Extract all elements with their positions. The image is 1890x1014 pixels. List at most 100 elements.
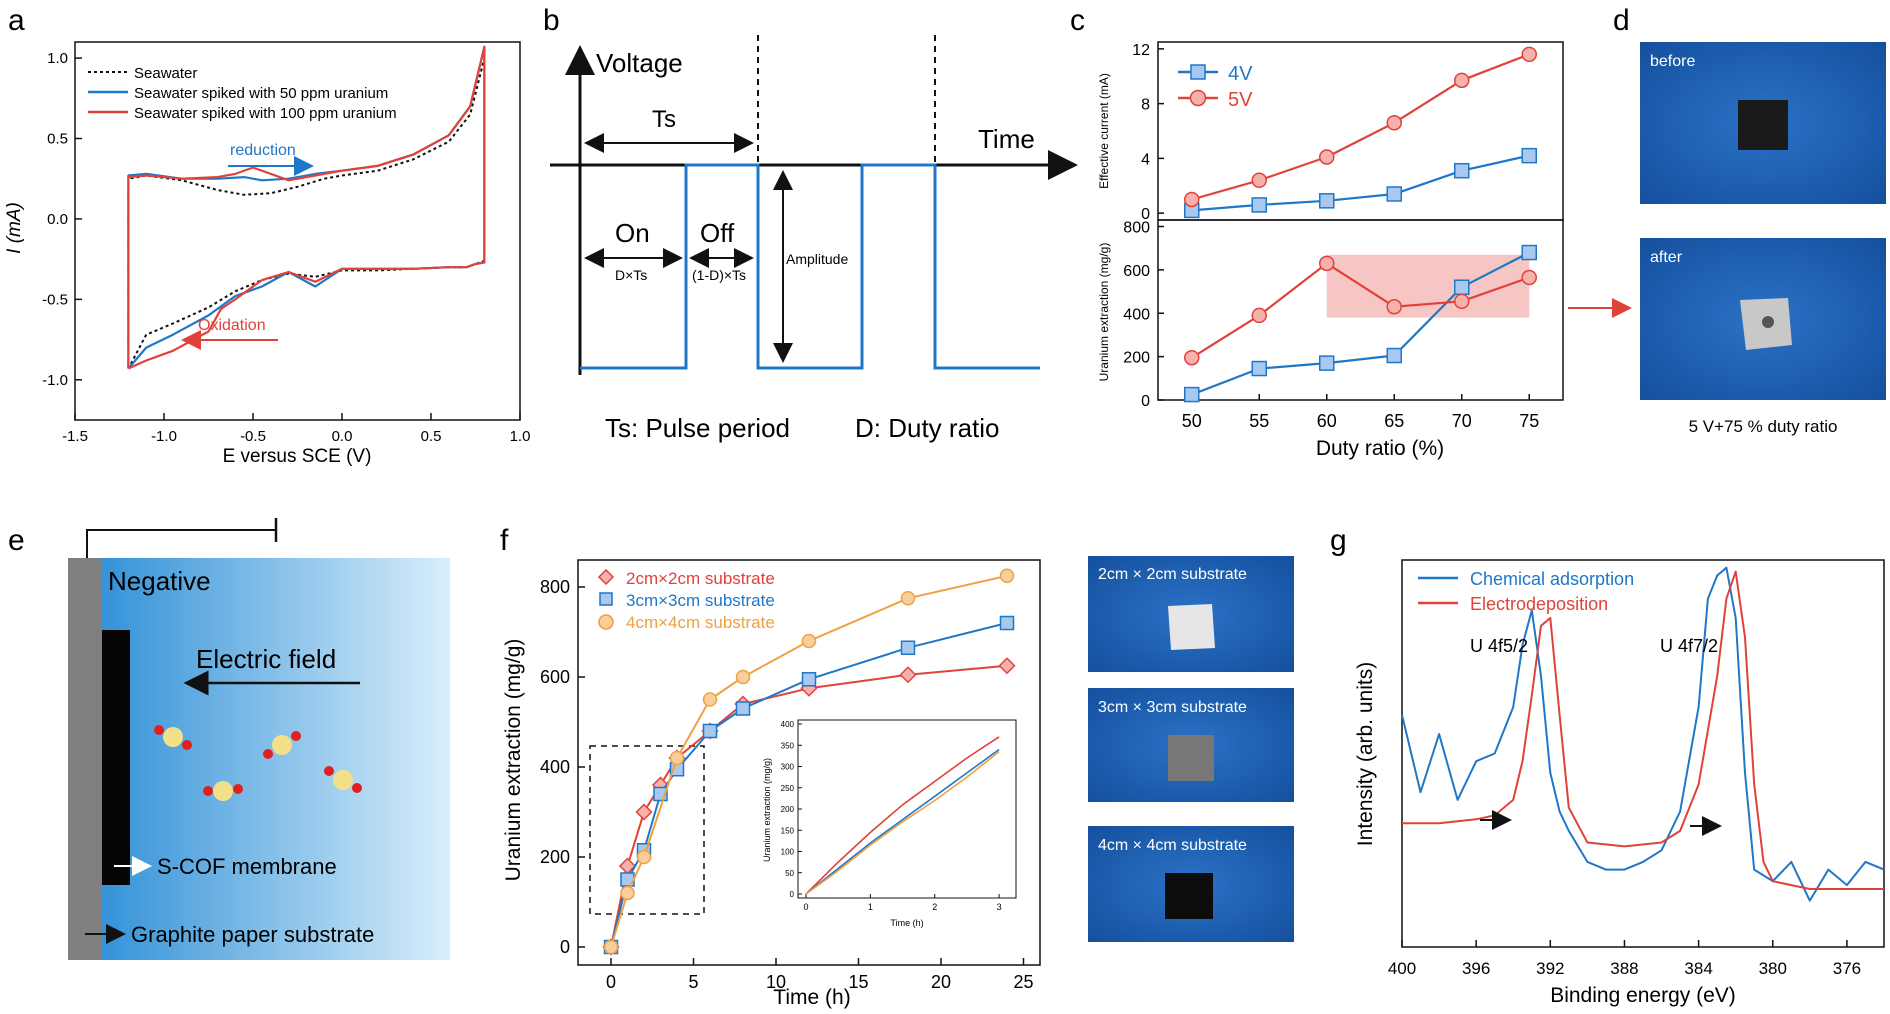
c-bottom-point [1454,293,1470,310]
c-bottom-ytick-label: 800 [1123,220,1150,237]
legend-marker-2cm [597,568,615,586]
f-xtick-label: 15 [848,972,868,992]
a-ytick-label: 0.5 [47,131,68,148]
c-top-point [1386,186,1402,202]
panel-f-xlabel: Time (h) [773,986,850,1009]
f-point [999,568,1015,583]
a-xtick-label: -0.5 [240,428,266,445]
panel-a-xlabel: E versus SCE (V) [223,446,372,467]
a-xtick-label: 0.0 [332,428,353,445]
panel-a-cv-plot: -1.5 -1.0 -0.5 0.0 0.5 1.0 1.0 0.5 0.0 -0.5 -1.0 E… [4,41,530,467]
f-ytick-label: 600 [540,667,570,687]
panel-c-top-ylabel: Effective current (mA) [1097,73,1111,189]
c-top-ytick-label: 0 [1141,206,1150,223]
f-point [702,723,718,739]
inset-xtick-label: 2 [932,902,937,912]
one-minus-dts-label: (1-D)×Ts [692,267,746,283]
c-bottom-point [1521,244,1537,261]
f-point [999,615,1015,631]
inset-xtick-label: 1 [868,902,873,912]
c-bottom-line-0 [1191,251,1530,396]
panel-a-ylabel: I (mA) [4,202,25,254]
c-bottom-ytick-label: 600 [1123,263,1150,280]
panel-letter-c: c [1070,4,1085,37]
g-line-1 [1402,570,1884,890]
panel-f-frame [577,559,1041,966]
f-point [620,885,635,901]
panel-letter-e: e [8,524,25,557]
legend-marker-4cm [598,614,614,630]
g-xtick-label: 388 [1610,959,1638,978]
f-point [735,701,751,716]
membrane-label: S-COF membrane [157,854,337,879]
c-bottom-line-1 [1191,262,1530,359]
c-top-point [1319,193,1335,209]
g-xtick-label: 380 [1759,959,1787,978]
panel-c-xlabel: Duty ratio (%) [1316,437,1444,460]
c-bottom-point [1184,386,1200,403]
c-bottom-point [1319,355,1335,371]
f-point [702,692,718,707]
c-bottom-point [1251,307,1267,324]
inset-ytick-label: 300 [781,763,795,772]
panel-g-frame [1401,559,1885,948]
g-xtick-label: 376 [1833,959,1861,978]
voltage-label: Voltage [596,48,683,78]
f-xtick-label: 10 [766,972,786,992]
legend-label-100ppm: Seawater spiked with 100 ppm uranium [134,105,397,122]
peak-label-4f52: U 4f5/2 [1470,636,1528,656]
c-top-point [1521,46,1537,63]
c-top-ytick-label: 8 [1141,97,1150,114]
c-bottom-point [1386,298,1402,315]
c-xtick-label: 75 [1519,411,1539,431]
f-ytick-label: 0 [560,937,570,957]
amplitude-label: Amplitude [786,251,848,267]
f-point [900,591,916,606]
inset-xtick-label: 0 [803,902,808,912]
substrate-label: Graphite paper substrate [131,922,374,947]
photo-4cm-label: 4cm × 4cm substrate [1098,837,1247,854]
inset-ytick-label: 150 [781,826,795,835]
c-bottom-point [1184,349,1200,366]
legend-label-4v: 4V [1228,63,1253,85]
photo-caption: 5 V+75 % duty ratio [1689,417,1838,436]
panel-letter-f: f [500,524,509,557]
inset-ytick-label: 350 [781,741,795,750]
panel-g-ylabel: Intensity (arb. units) [1354,662,1377,846]
f-ytick-label: 400 [540,757,570,777]
c-top-point [1319,149,1335,165]
g-xtick-label: 392 [1536,959,1564,978]
f-point [998,657,1016,675]
photo-2cm-sample [1168,604,1215,650]
time-label: Time [978,124,1035,154]
panel-c-bottom-frame [1157,219,1564,401]
f-point [669,750,685,766]
inset-ytick-label: 200 [781,805,795,814]
off-label: Off [700,218,735,248]
c-bottom-point [1319,255,1335,272]
graphite-paper-substrate [68,558,102,960]
f-point [636,849,652,865]
c-top-point [1386,115,1402,131]
inset-line-1 [805,748,1000,895]
f-line-1 [610,622,1008,948]
c-top-ytick-label: 12 [1132,42,1150,59]
legend-label-50ppm: Seawater spiked with 50 ppm uranium [134,85,388,102]
photo-before-label: before [1650,53,1695,70]
c-bottom-point [1251,360,1267,377]
on-label: On [615,218,650,248]
a-ytick-label: 0.0 [47,211,68,228]
c-top-point [1454,162,1470,179]
legend-label-5v: 5V [1228,89,1253,111]
annotation-reduction: reduction [230,142,296,159]
peak-label-4f72: U 4f7/2 [1660,636,1718,656]
c-bottom-point [1386,347,1402,364]
annotation-oxidation: Oxidation [198,317,266,334]
photo-after-label: after [1650,249,1683,266]
g-line-0 [1401,566,1885,902]
f-point [801,633,817,649]
c-xtick-label: 50 [1182,411,1202,431]
panel-e-electrode-schematic: Negative Electric field S-COF membrane G… [68,518,450,960]
c-bottom-ytick-label: 200 [1123,350,1150,367]
